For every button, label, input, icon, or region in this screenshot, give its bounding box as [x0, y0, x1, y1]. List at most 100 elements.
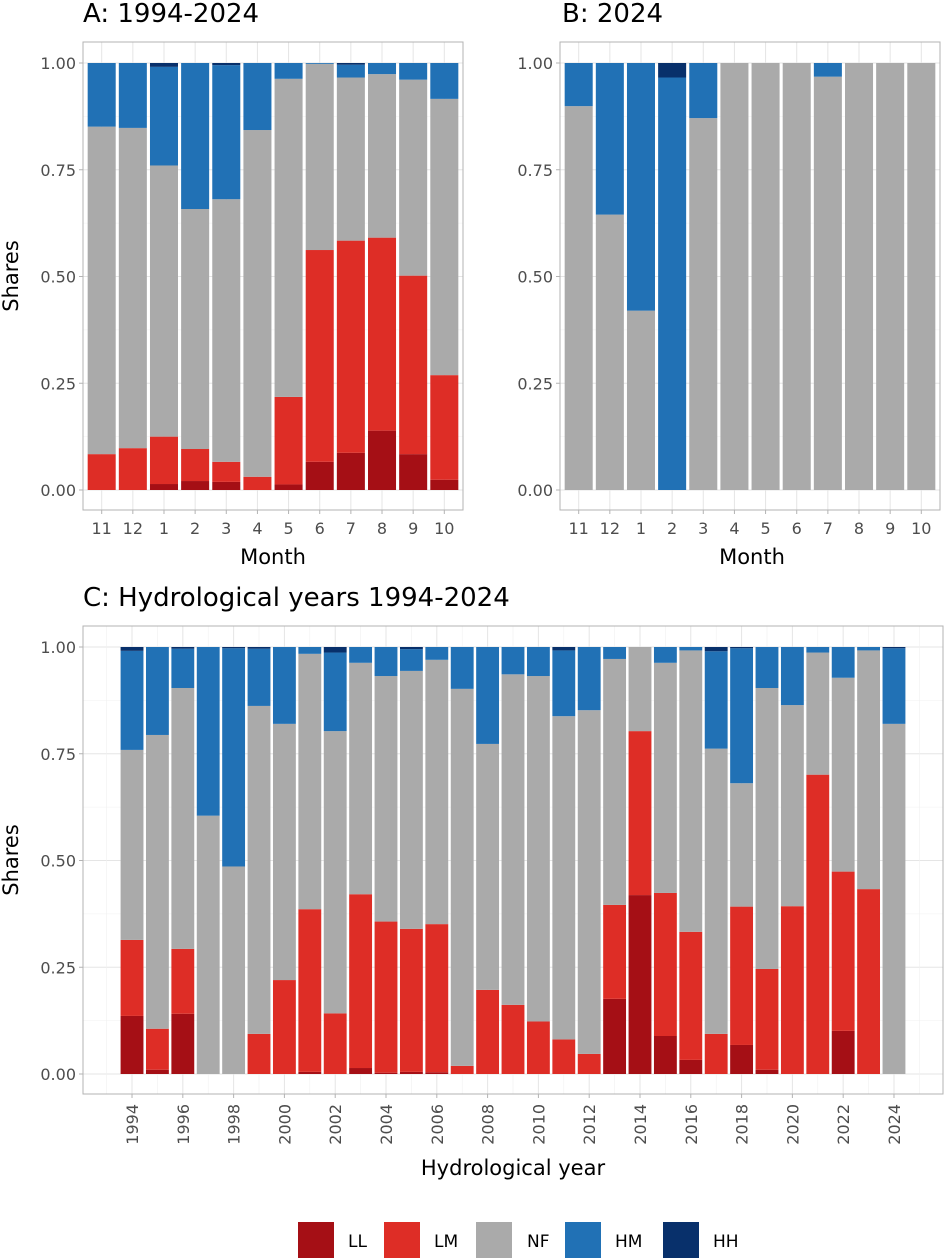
bar-segment-nf-2002: [323, 731, 347, 1014]
bar-segment-nf-8: [845, 63, 874, 490]
bar-segment-nf-2015: [653, 662, 677, 893]
bar-segment-hh-2018: [730, 647, 754, 649]
bar-segment-hm-10: [430, 63, 459, 99]
bar-segment-hm-2005: [399, 649, 423, 671]
bar-segment-ll-2016: [679, 1059, 703, 1074]
y-tick-label: 0.00: [40, 1065, 76, 1084]
y-tick-label: 1.00: [40, 638, 76, 657]
bar-segment-ll-8: [368, 430, 397, 490]
bar-segment-ll-1994: [120, 1015, 144, 1074]
bar-segment-nf-2016: [679, 650, 703, 932]
bar-segment-nf-11: [87, 126, 116, 455]
bar-segment-ll-3: [212, 481, 241, 490]
bar-segment-hm-2017: [704, 651, 728, 749]
x-tick-label: 5: [760, 519, 770, 538]
bar-segment-hm-4: [243, 63, 272, 131]
bar-segment-nf-2006: [425, 659, 449, 925]
bar-segment-nf-2007: [450, 688, 474, 1066]
legend-label-nf: NF: [527, 1232, 550, 1252]
bar-segment-nf-1: [626, 310, 655, 490]
bar-segment-lm-2005: [399, 928, 423, 1072]
bar-segment-nf-12: [118, 127, 147, 449]
bar-segment-ll-2: [181, 481, 210, 490]
bar-segment-nf-11: [564, 106, 593, 490]
x-tick-label: 1998: [225, 1104, 244, 1145]
y-tick-label: 0.75: [40, 161, 76, 180]
bar-segment-hm-9: [399, 63, 428, 80]
legend-label-ll: LL: [348, 1232, 367, 1252]
bar-segment-hm-2002: [323, 652, 347, 732]
x-tick-label: 4: [729, 519, 739, 538]
bar-segment-hh-2: [658, 63, 687, 78]
bar-segment-lm-2001: [298, 909, 322, 1072]
legend: LL LM NF HM HH: [298, 1222, 739, 1258]
bar-segment-ll-10: [430, 479, 459, 490]
bar-segment-lm-2003: [349, 894, 373, 1069]
x-tick-label: 12: [123, 519, 143, 538]
bar-segment-nf-2005: [399, 670, 423, 929]
bar-segment-lm-12: [118, 448, 147, 490]
bar-segment-lm-2023: [857, 889, 881, 1074]
bar-segment-nf-3: [689, 118, 718, 490]
bar-segment-ll-7: [336, 452, 365, 490]
bar-segment-ll-1996: [171, 1013, 195, 1074]
bar-segment-lm-2012: [577, 1053, 601, 1074]
bar-segment-nf-9: [876, 63, 905, 490]
y-tick-label: 0.25: [40, 374, 76, 393]
x-tick-label: 3: [698, 519, 708, 538]
bar-segment-nf-2011: [552, 716, 576, 1040]
bar-segment-hm-1: [626, 63, 655, 311]
bar-segment-nf-2017: [704, 748, 728, 1034]
x-tick-label: 1: [159, 519, 169, 538]
bar-segment-nf-2009: [501, 674, 525, 1005]
bar-segment-ll-2005: [399, 1071, 423, 1074]
bar-segment-lm-2008: [476, 989, 500, 1074]
bar-segment-hm-1997: [196, 647, 220, 816]
panel-b-x-axis-title: Month: [719, 545, 785, 569]
bar-segment-hm-2011: [552, 650, 576, 717]
bar-segment-hm-2: [181, 63, 210, 210]
panel-a-title: A: 1994-2024: [83, 0, 259, 29]
bar-segment-hh-2011: [552, 647, 576, 651]
bar-segment-hm-2009: [501, 647, 525, 675]
bar-segment-nf-1994: [120, 749, 144, 940]
x-tick-label: 9: [408, 519, 418, 538]
bar-segment-nf-1995: [145, 734, 169, 1029]
y-tick-label: 0.50: [40, 852, 76, 871]
bar-segment-ll-6: [305, 461, 334, 490]
bar-segment-lm-2013: [603, 904, 627, 999]
x-tick-label: 2016: [682, 1104, 701, 1145]
bar-segment-lm-2021: [806, 774, 830, 1074]
x-tick-label: 6: [792, 519, 802, 538]
x-tick-label: 2006: [428, 1104, 447, 1145]
x-tick-label: 11: [92, 519, 112, 538]
bar-segment-nf-7: [813, 76, 842, 490]
bar-segment-nf-2010: [526, 676, 550, 1022]
panel-c: C: Hydrological years 1994-2024 0.00 0.25…: [0, 583, 944, 1180]
bar-segment-nf-6: [305, 63, 334, 251]
legend-label-hh: HH: [713, 1232, 739, 1252]
y-tick-label: 0.25: [517, 374, 553, 393]
bar-segment-hh-1994: [120, 647, 144, 651]
bar-segment-lm-2016: [679, 931, 703, 1060]
x-tick-label: 3: [221, 519, 231, 538]
bar-segment-ll-2015: [653, 1035, 677, 1074]
bar-segment-hm-2007: [450, 647, 474, 689]
bar-segment-lm-1999: [247, 1033, 271, 1074]
legend-swatch-lm: [384, 1222, 420, 1258]
bar-segment-ll-2003: [349, 1068, 373, 1074]
bar-segment-nf-8: [368, 74, 397, 238]
bar-segment-hm-2016: [679, 647, 703, 651]
bar-segment-lm-2017: [704, 1033, 728, 1074]
bar-segment-nf-1998: [222, 866, 246, 1074]
x-tick-label: 9: [885, 519, 895, 538]
bar-segment-nf-2021: [806, 652, 830, 775]
bar-segment-hm-7: [813, 63, 842, 77]
bar-segment-hh-1998: [222, 647, 246, 649]
bar-segment-nf-1: [149, 165, 178, 437]
bar-segment-nf-4: [243, 130, 272, 477]
bar-segment-lm-9: [399, 275, 428, 455]
